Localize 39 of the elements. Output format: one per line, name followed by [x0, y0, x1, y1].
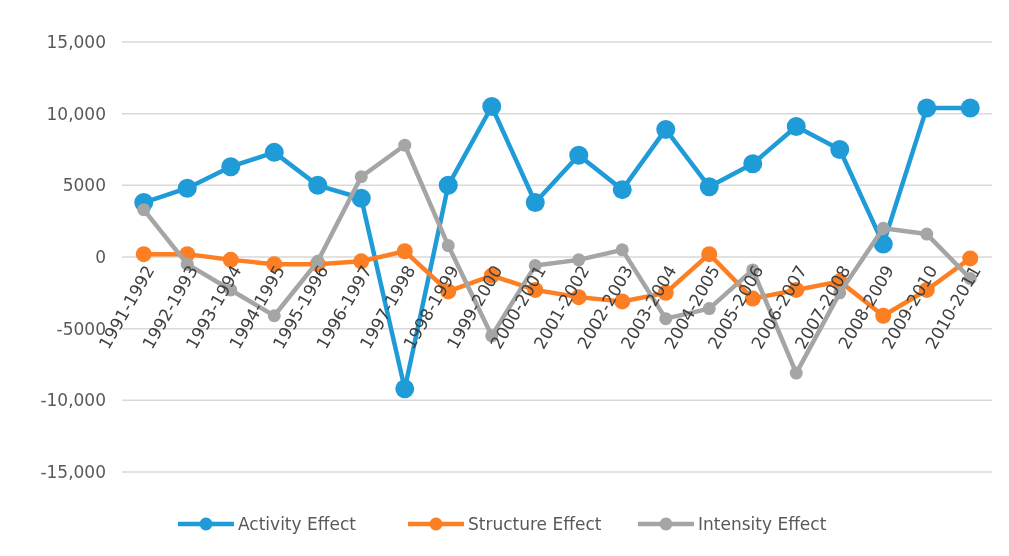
point: [962, 250, 979, 267]
y-tick-label: 0: [95, 246, 106, 267]
point: [569, 145, 589, 165]
point: [656, 119, 676, 139]
point: [876, 221, 890, 235]
point: [395, 379, 415, 399]
point: [830, 140, 850, 159]
point: [789, 366, 803, 380]
point: [308, 175, 328, 195]
point: [396, 243, 413, 260]
point: [615, 243, 629, 257]
point: [743, 154, 763, 174]
point: [786, 117, 806, 137]
point: [612, 180, 632, 200]
point: [221, 157, 241, 177]
y-tick-label: 15,000: [46, 31, 106, 52]
point: [917, 98, 937, 118]
point: [699, 177, 719, 197]
legend-label: Structure Effect: [468, 513, 602, 534]
point: [920, 227, 934, 241]
y-tick-label: -15,000: [40, 461, 106, 482]
point: [701, 246, 718, 263]
point: [438, 175, 458, 195]
y-tick-label: 10,000: [46, 103, 106, 124]
legend-label: Intensity Effect: [698, 513, 827, 534]
point: [177, 178, 197, 198]
y-tick-label: 5000: [62, 175, 106, 196]
legend-label: Activity Effect: [238, 513, 357, 534]
y-tick-label: -10,000: [40, 390, 106, 411]
point: [960, 98, 980, 118]
point: [398, 138, 412, 152]
point: [264, 142, 284, 162]
point: [441, 239, 455, 253]
point: [354, 170, 368, 184]
point: [482, 97, 502, 116]
point: [525, 193, 545, 213]
point: [137, 203, 151, 217]
point: [135, 246, 152, 263]
point: [351, 188, 371, 208]
